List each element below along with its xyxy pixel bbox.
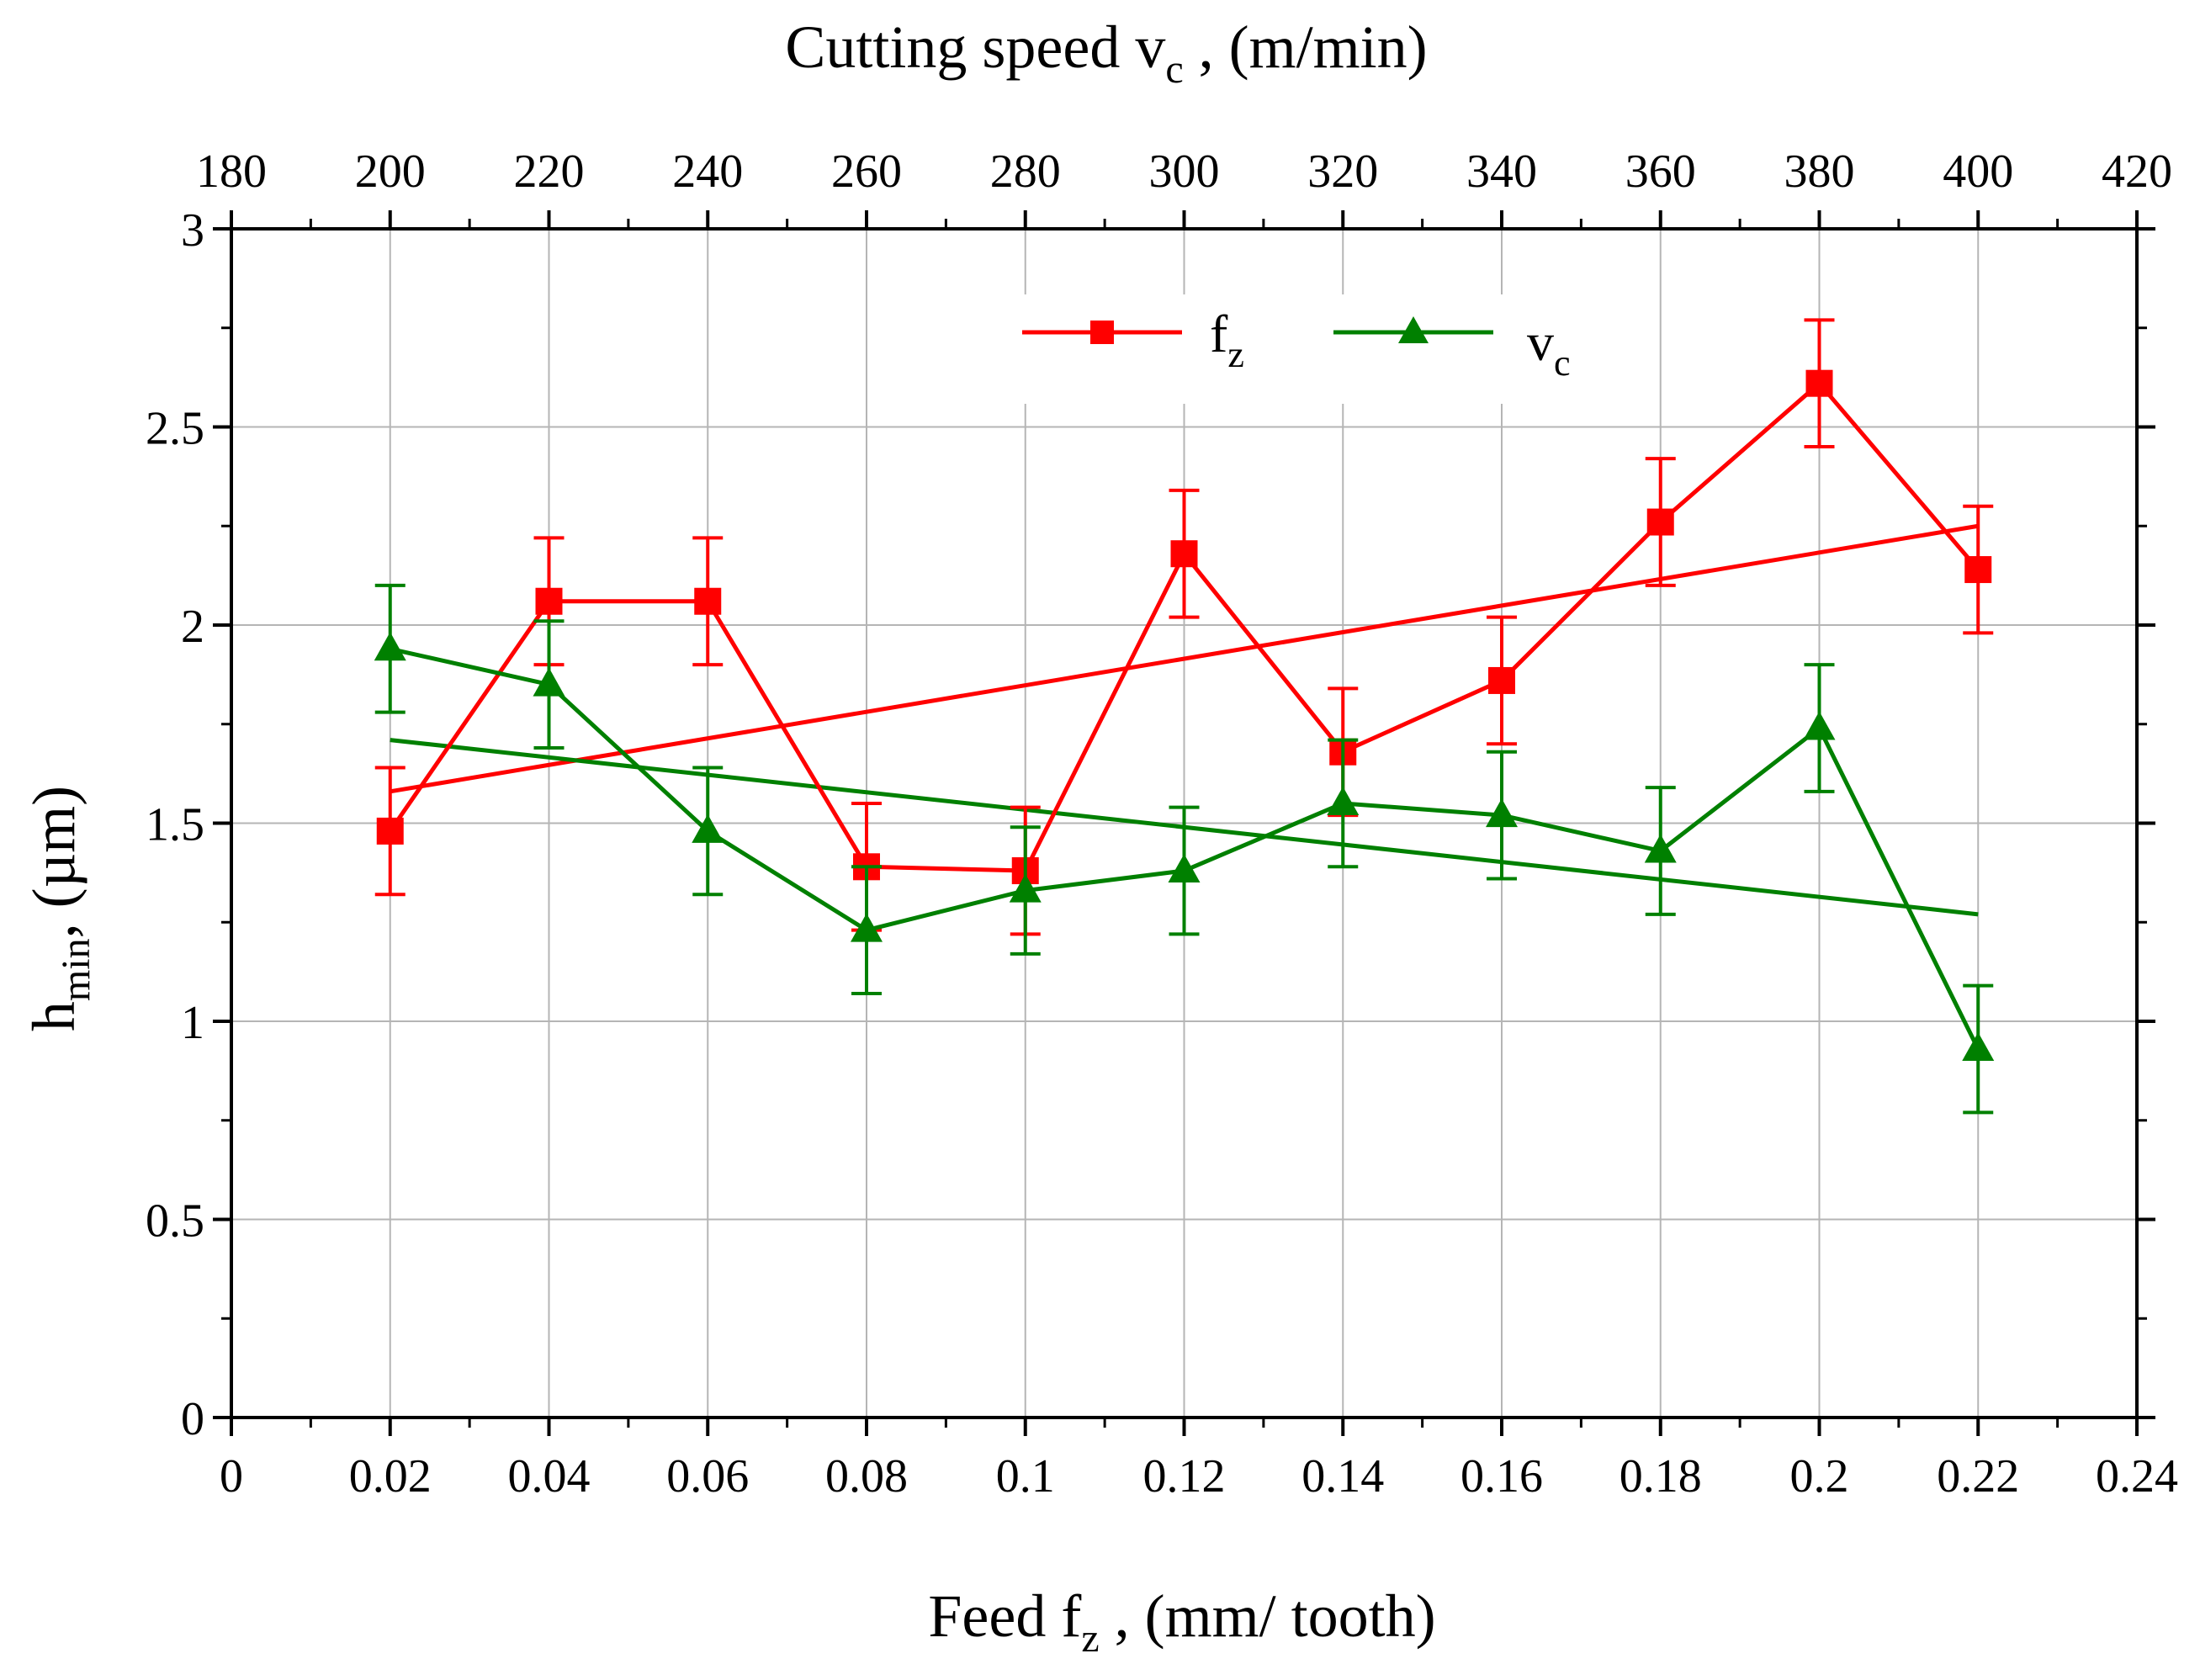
data-point-vc	[851, 913, 883, 942]
bottom-axis-tick-label: 0.2	[1790, 1450, 1849, 1502]
top-axis-tick-label: 240	[672, 146, 743, 198]
top-axis-tick-label: 360	[1625, 146, 1696, 198]
top-axis-title: Cutting speed vc , (m/min)	[785, 13, 1427, 92]
y-axis-tick-label: 2	[181, 601, 204, 653]
y-axis-tick-label: 0.5	[146, 1195, 204, 1248]
data-point-fz	[535, 587, 563, 615]
data-point-vc	[1803, 711, 1836, 740]
legend-vc-label: vc	[1527, 312, 1571, 384]
top-axis-tick-label: 400	[1943, 146, 2013, 198]
bottom-axis-tick-label: 0.14	[1301, 1450, 1384, 1502]
top-axis-tick-label: 380	[1784, 146, 1855, 198]
data-point-vc	[1168, 854, 1201, 883]
legend-vc-marker	[1398, 316, 1429, 343]
legend: fz vc	[984, 294, 1649, 404]
y-axis-tick-label: 2.5	[146, 403, 204, 455]
legend-fz-marker	[1090, 321, 1114, 344]
data-point-vc	[1962, 1031, 1995, 1061]
trend-line-fz	[390, 523, 1979, 794]
top-axis-tick-label: 200	[355, 146, 426, 198]
top-axis-tick-label: 320	[1307, 146, 1378, 198]
data-series	[374, 318, 1995, 1115]
data-point-vc	[1644, 834, 1677, 863]
y-axis-tick-label: 3	[181, 204, 204, 257]
top-axis-tick-label: 420	[2102, 146, 2172, 198]
y-axis-title: hmin, (µm)	[20, 786, 98, 1031]
data-point-fz	[694, 587, 722, 615]
y-axis-tick-label: 1.5	[146, 799, 204, 851]
legend-fz-label: fz	[1210, 304, 1244, 375]
data-point-fz	[1488, 666, 1515, 694]
top-axis-tick-label: 300	[1149, 146, 1220, 198]
bottom-axis-title: Feed fz , (mm/ tooth)	[928, 1582, 1435, 1661]
axis-ticks: 0 0.02 0.04 0.06 0.08 0.1 0.12 0.14 0.16 0.18 0.2 0…	[146, 146, 2178, 1502]
y-axis-tick-label: 1	[181, 997, 204, 1049]
legend-background	[984, 294, 1649, 404]
bottom-axis-tick-label: 0.12	[1143, 1450, 1226, 1502]
bottom-axis-tick-label: 0.22	[1937, 1450, 2019, 1502]
top-axis-tick-label: 280	[990, 146, 1061, 198]
data-point-fz	[1805, 369, 1833, 397]
bottom-axis-tick-label: 0.1	[996, 1450, 1055, 1502]
data-point-vc	[692, 814, 724, 843]
data-point-vc	[533, 667, 565, 697]
bottom-axis-tick-label: 0.18	[1620, 1450, 1702, 1502]
y-axis-tick-label: 0	[181, 1393, 204, 1445]
data-point-vc	[1327, 786, 1360, 815]
data-point-vc	[1009, 873, 1042, 903]
data-point-fz	[376, 817, 404, 845]
bottom-axis-tick-label: 0.04	[508, 1450, 591, 1502]
bottom-axis-tick-label: 0.16	[1460, 1450, 1543, 1502]
data-point-fz	[1964, 556, 1992, 584]
bottom-axis-tick-label: 0.02	[349, 1450, 432, 1502]
data-point-vc	[1486, 798, 1518, 828]
bottom-axis-tick-label: 0.06	[666, 1450, 749, 1502]
top-axis-tick-label: 260	[831, 146, 902, 198]
top-axis-tick-label: 180	[196, 146, 267, 198]
top-axis-tick-label: 220	[514, 146, 585, 198]
bottom-axis-tick-label: 0	[220, 1450, 243, 1502]
data-point-fz	[1170, 540, 1198, 568]
data-point-fz	[1646, 508, 1674, 536]
series-vc	[374, 583, 1995, 1115]
bottom-axis-tick-label: 0.08	[825, 1450, 908, 1502]
top-axis-tick-label: 340	[1466, 146, 1537, 198]
data-point-vc	[374, 632, 406, 661]
bottom-axis-tick-label: 0.24	[2096, 1450, 2178, 1502]
